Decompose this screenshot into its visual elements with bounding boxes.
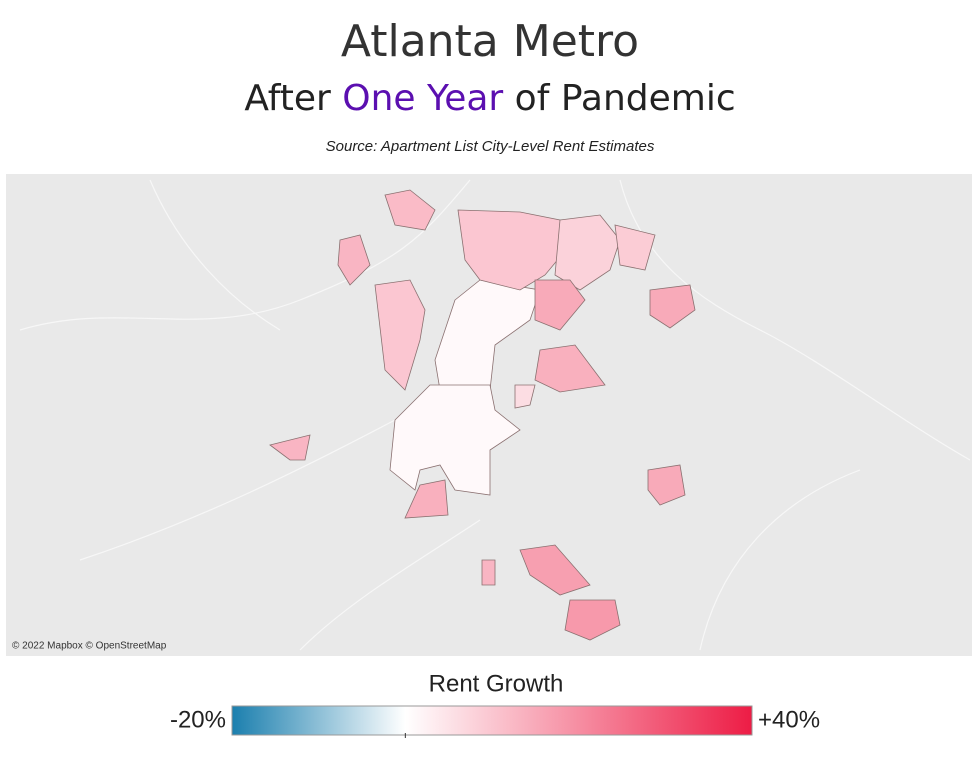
region	[337, 234, 371, 286]
subtitle: After One Year of Pandemic	[244, 78, 735, 119]
legend-min-label: -20%	[170, 706, 226, 733]
legend-max-label: +40%	[758, 706, 820, 733]
region	[519, 544, 591, 596]
region	[457, 209, 571, 291]
title: Atlanta Metro	[341, 16, 639, 67]
region	[514, 384, 536, 409]
subtitle-highlight: One Year	[342, 78, 503, 119]
region	[564, 599, 621, 641]
region	[649, 284, 696, 329]
region	[554, 214, 621, 291]
subtitle-part: After	[244, 78, 331, 119]
region	[481, 559, 496, 586]
legend-bar	[231, 705, 753, 736]
region	[374, 279, 426, 391]
region	[614, 224, 656, 271]
region	[404, 479, 449, 519]
subtitle-part: of Pandemic	[515, 78, 736, 119]
region	[269, 434, 311, 461]
region	[389, 384, 521, 496]
legend-title: Rent Growth	[429, 670, 564, 697]
source: Source: Apartment List City-Level Rent E…	[326, 138, 655, 155]
regions	[269, 189, 696, 641]
region	[534, 279, 586, 331]
region	[384, 189, 436, 231]
region	[647, 464, 686, 506]
region	[534, 344, 606, 393]
attribution: © 2022 Mapbox © OpenStreetMap	[12, 641, 167, 652]
